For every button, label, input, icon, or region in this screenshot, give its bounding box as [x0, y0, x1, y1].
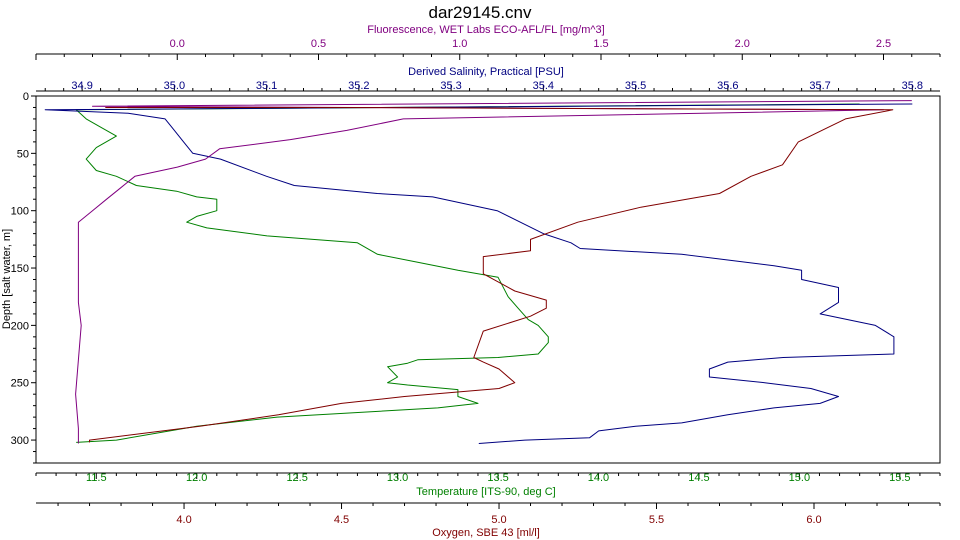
salinity-tick-label: 35.8 [902, 80, 923, 92]
depth-tick-label: 0 [23, 91, 29, 103]
salinity-tick-label: 35.0 [164, 80, 185, 92]
fluorescence-tick-label: 1.0 [452, 38, 467, 50]
salinity-axis-label: Derived Salinity, Practical [PSU] [408, 66, 564, 78]
depth-tick-label: 100 [11, 206, 29, 218]
fluorescence-profile-line [75, 100, 912, 444]
depth-tick-label: 150 [11, 263, 29, 275]
salinity-profile-line [44, 103, 913, 444]
oxygen-axis-label: Oxygen, SBE 43 [ml/l] [432, 527, 540, 539]
temperature-profile-line [75, 103, 860, 443]
temperature-tick-label: 12.0 [186, 472, 207, 484]
depth-axis-label: Depth [salt water, m] [1, 229, 13, 329]
salinity-tick-label: 35.3 [440, 80, 461, 92]
profile-lines [44, 100, 913, 444]
fluorescence-axis-label: Fluorescence, WET Labs ECO-AFL/FL [mg/m^… [367, 24, 604, 36]
temperature-tick-label: 14.5 [688, 472, 709, 484]
temperature-tick-label: 13.5 [487, 472, 508, 484]
oxygen-tick-label: 4.0 [176, 514, 191, 526]
oxygen-tick-label: 5.5 [649, 514, 664, 526]
fluorescence-tick-label: 0.5 [311, 38, 326, 50]
temperature-tick-label: 15.5 [889, 472, 910, 484]
salinity-tick-label: 35.2 [348, 80, 369, 92]
salinity-tick-label: 35.7 [809, 80, 830, 92]
depth-tick-label: 200 [11, 320, 29, 332]
oxygen-tick-label: 6.0 [806, 514, 821, 526]
depth-axis: 0 50 100 150 200 250 300 [11, 91, 36, 464]
temperature-tick-label: 12.5 [286, 472, 307, 484]
fluorescence-tick-label: 2.5 [876, 38, 891, 50]
chart-title: dar29145.cnv [428, 3, 532, 22]
fluorescence-tick-label: 0.0 [170, 38, 185, 50]
salinity-tick-label: 35.4 [533, 80, 554, 92]
fluorescence-tick-label: 1.5 [593, 38, 608, 50]
fluorescence-axis: 0.0 0.5 1.0 1.5 2.0 2.5 [35, 38, 941, 60]
oxygen-profile-line [89, 107, 894, 443]
oxygen-axis: 4.0 4.5 5.0 5.5 6.0 [36, 502, 941, 526]
temperature-tick-label: 13.0 [387, 472, 408, 484]
temperature-tick-label: 11.5 [86, 472, 107, 484]
temperature-axis-label: Temperature [ITS-90, deg C] [416, 486, 555, 498]
salinity-tick-label: 34.9 [71, 80, 92, 92]
depth-tick-label: 50 [17, 148, 29, 160]
temperature-tick-label: 15.0 [789, 472, 810, 484]
oxygen-tick-label: 4.5 [334, 514, 349, 526]
salinity-tick-label: 35.1 [256, 80, 277, 92]
plot-area [35, 95, 941, 464]
fluorescence-tick-label: 2.0 [735, 38, 750, 50]
salinity-tick-label: 35.6 [717, 80, 738, 92]
depth-tick-label: 300 [11, 435, 29, 447]
temperature-axis: 11.5 12.0 12.5 13.0 13.5 14.0 14.5 15.0 15.5 [35, 472, 941, 484]
salinity-tick-label: 35.5 [625, 80, 646, 92]
depth-tick-label: 250 [11, 378, 29, 390]
salinity-axis: 34.9 35.0 35.1 35.2 35.3 35.4 35.5 35.6 35.7 35.8 [36, 80, 940, 92]
temperature-tick-label: 14.0 [588, 472, 609, 484]
oxygen-tick-label: 5.0 [491, 514, 506, 526]
